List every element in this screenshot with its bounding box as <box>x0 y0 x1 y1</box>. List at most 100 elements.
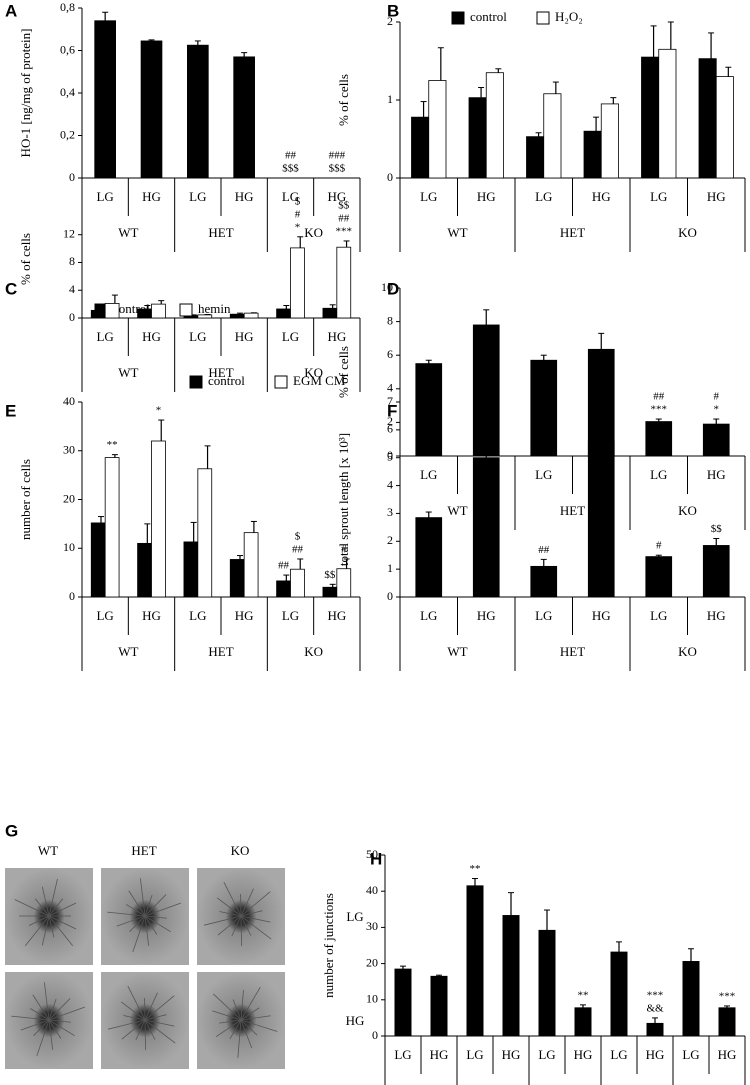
sprout <box>240 891 271 917</box>
x-tick-label: LG <box>466 1047 483 1062</box>
bar <box>151 440 166 598</box>
y-tick-label: 40 <box>366 883 378 897</box>
group-label: EGM CM <box>467 1083 520 1085</box>
bar <box>394 968 412 1037</box>
legend-label: control <box>208 373 245 388</box>
bar <box>641 56 660 179</box>
x-tick-label: LG <box>282 189 299 204</box>
sprout <box>48 1019 54 1050</box>
sprout <box>223 881 242 917</box>
sprout <box>144 1019 156 1040</box>
sprout <box>48 1019 75 1037</box>
group-label: WT <box>118 365 138 380</box>
sprout <box>240 1015 271 1021</box>
bar <box>530 565 558 598</box>
significance-mark: && <box>646 1002 664 1014</box>
row-label: LG <box>346 909 363 924</box>
x-tick-label: HG <box>430 1047 449 1062</box>
sprout <box>240 987 261 1021</box>
y-axis-label: % of cells <box>336 74 351 126</box>
sprout <box>48 898 64 917</box>
group-label: HET <box>208 365 233 380</box>
sprout <box>144 1014 167 1021</box>
bar <box>658 48 677 179</box>
sprout <box>144 1019 176 1044</box>
sprout <box>127 985 146 1021</box>
x-tick-label: LG <box>650 189 667 204</box>
bar <box>276 580 291 598</box>
y-tick-label: 0,2 <box>60 127 75 141</box>
x-tick-label: HG <box>235 608 254 623</box>
x-tick-label: LG <box>96 608 113 623</box>
sprout <box>213 993 242 1021</box>
column-label: KO <box>231 843 250 858</box>
significance-mark: # <box>295 208 301 220</box>
column-label: WT <box>38 843 58 858</box>
bar <box>702 423 730 457</box>
bar <box>336 568 352 598</box>
x-tick-label: HG <box>502 1047 521 1062</box>
y-tick-label: 40 <box>63 394 75 408</box>
bar <box>645 421 673 457</box>
sprout <box>212 1010 242 1021</box>
significance-mark: ## <box>338 212 350 224</box>
sprout <box>139 878 146 917</box>
sprout <box>144 902 181 917</box>
group-label: HET <box>560 644 585 659</box>
sprout <box>219 911 242 917</box>
y-tick-label: 0 <box>387 448 393 462</box>
y-tick-label: 30 <box>63 443 75 457</box>
y-tick-label: 0 <box>69 170 75 184</box>
x-tick-label: HG <box>477 189 496 204</box>
group-label: HET <box>560 503 585 518</box>
x-tick-label: HG <box>327 329 346 344</box>
sprout <box>240 915 271 923</box>
y-tick-label: 12 <box>63 226 75 240</box>
bar <box>645 556 673 598</box>
y-tick-label: 0,8 <box>60 0 75 14</box>
significance-mark: *** <box>336 225 353 237</box>
y-tick-label: 0,4 <box>60 85 75 99</box>
significance-mark: ## <box>292 544 304 556</box>
y-axis-label: number of junctions <box>321 893 336 998</box>
significance-mark: * <box>714 404 720 416</box>
sprout <box>132 915 146 953</box>
sprout <box>121 1019 146 1040</box>
bar <box>485 72 504 179</box>
x-tick-label: HG <box>718 1047 737 1062</box>
bar <box>187 44 209 179</box>
bar <box>183 541 199 598</box>
y-tick-label: 8 <box>69 254 75 268</box>
y-tick-label: 0 <box>69 589 75 603</box>
group-label: KO <box>700 1083 719 1085</box>
sprout <box>144 915 171 933</box>
significance-mark: $$ <box>324 569 336 581</box>
sprout <box>128 890 146 917</box>
x-tick-label: LG <box>420 189 437 204</box>
bar <box>104 303 120 319</box>
group-label: WT <box>447 225 467 240</box>
sprout <box>48 915 74 946</box>
x-tick-label: LG <box>650 608 667 623</box>
x-tick-label: LG <box>96 189 113 204</box>
sprout <box>126 904 146 917</box>
significance-mark: *** <box>651 404 668 416</box>
legend-swatch <box>274 375 288 389</box>
legend-swatch <box>451 11 465 25</box>
panel-label: A <box>5 1 17 20</box>
y-tick-label: 20 <box>63 491 75 505</box>
x-tick-label: LG <box>189 189 206 204</box>
sprout <box>32 994 50 1021</box>
legend-swatch <box>536 11 550 25</box>
bar <box>90 522 106 598</box>
significance-mark: ## <box>653 391 665 403</box>
bar <box>502 915 520 1037</box>
y-tick-label: 10 <box>366 992 378 1006</box>
y-tick-label: 1 <box>387 561 393 575</box>
x-tick-label: LG <box>538 1047 555 1062</box>
sprout <box>107 911 146 917</box>
significance-mark: *** <box>719 990 736 1002</box>
group-label: HET <box>560 225 585 240</box>
sprout <box>240 888 254 917</box>
